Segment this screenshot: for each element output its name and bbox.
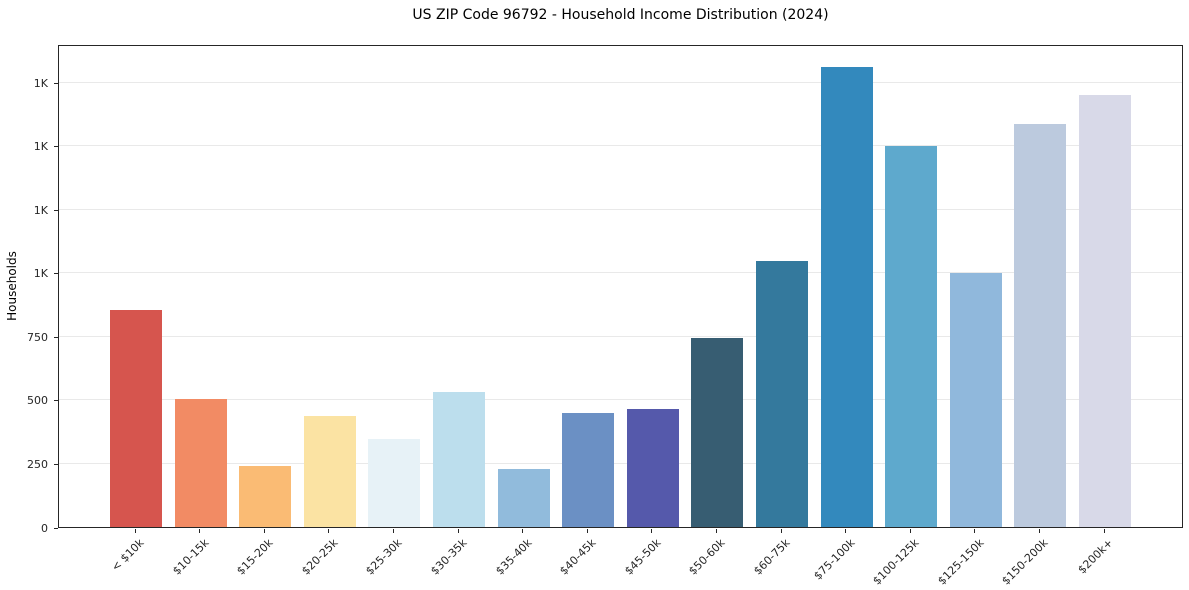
x-tick-mark-0 <box>134 529 136 533</box>
bar-50-60k <box>691 337 744 527</box>
x-tick-mark-12 <box>909 529 911 533</box>
bar-40-45k <box>562 412 615 527</box>
bar-10k <box>110 309 162 527</box>
y-tick-label-750: 750 <box>27 330 48 344</box>
bar-35-40k <box>497 468 550 527</box>
gridline-500-500 <box>59 399 1182 401</box>
x-tick-mark-15 <box>1103 529 1105 533</box>
x-tick-mark-1 <box>199 529 201 533</box>
chart-title: US ZIP Code 96792 - Household Income Dis… <box>412 7 829 23</box>
y-axis-label: Households <box>5 251 19 321</box>
x-tick-mark-6 <box>522 529 524 533</box>
y-tick-mark-1500 <box>54 146 58 148</box>
y-tick-mark-1250 <box>54 209 58 211</box>
bar-15-20k <box>239 466 292 527</box>
x-tick-mark-10 <box>780 529 782 533</box>
plot-area <box>58 45 1183 528</box>
bar-125-150k <box>949 272 1002 527</box>
y-tick-label-1750: 1K <box>33 76 48 90</box>
y-tick-mark-1000 <box>54 273 58 275</box>
x-tick-mark-2 <box>263 529 265 533</box>
x-tick-mark-13 <box>974 529 976 533</box>
bar-30-35k <box>433 392 485 527</box>
bar-150-200k <box>1014 124 1067 527</box>
y-tick-mark-0 <box>54 527 58 529</box>
bar-25-30k <box>368 439 421 527</box>
gridline-750-750 <box>59 335 1182 337</box>
y-tick-label-500: 500 <box>27 394 48 408</box>
bar-100-125k <box>885 145 938 527</box>
x-tick-mark-14 <box>1038 529 1040 533</box>
y-tick-label-1000: 1K <box>33 267 48 281</box>
x-tick-mark-5 <box>457 529 459 533</box>
x-tick-label-10k: < $10k <box>108 536 147 574</box>
gridline-1K-1500 <box>59 145 1182 147</box>
x-tick-mark-8 <box>651 529 653 533</box>
x-tick-mark-7 <box>586 529 588 533</box>
x-tick-mark-9 <box>715 529 717 533</box>
bar-45-50k <box>626 408 679 527</box>
gridline-1K-1750 <box>59 81 1182 83</box>
bar-20-25k <box>303 416 356 527</box>
bar-75-100k <box>820 66 873 527</box>
x-tick-mark-4 <box>392 529 394 533</box>
y-tick-mark-750 <box>54 336 58 338</box>
y-tick-label-1250: 1K <box>33 203 48 217</box>
y-tick-mark-500 <box>54 400 58 402</box>
x-tick-mark-3 <box>328 529 330 533</box>
y-tick-label-1500: 1K <box>33 140 48 154</box>
y-tick-label-0: 0 <box>41 521 48 535</box>
bar-10-15k <box>174 398 227 527</box>
bar-200k <box>1079 94 1131 527</box>
gridline-1K-1250 <box>59 208 1182 210</box>
x-tick-mark-11 <box>845 529 847 533</box>
y-tick-mark-1750 <box>54 82 58 84</box>
y-tick-mark-250 <box>54 463 58 465</box>
bar-60-75k <box>756 261 808 527</box>
gridline-250-250 <box>59 462 1182 464</box>
gridline-1K-1000 <box>59 272 1182 274</box>
y-tick-label-250: 250 <box>27 457 48 471</box>
